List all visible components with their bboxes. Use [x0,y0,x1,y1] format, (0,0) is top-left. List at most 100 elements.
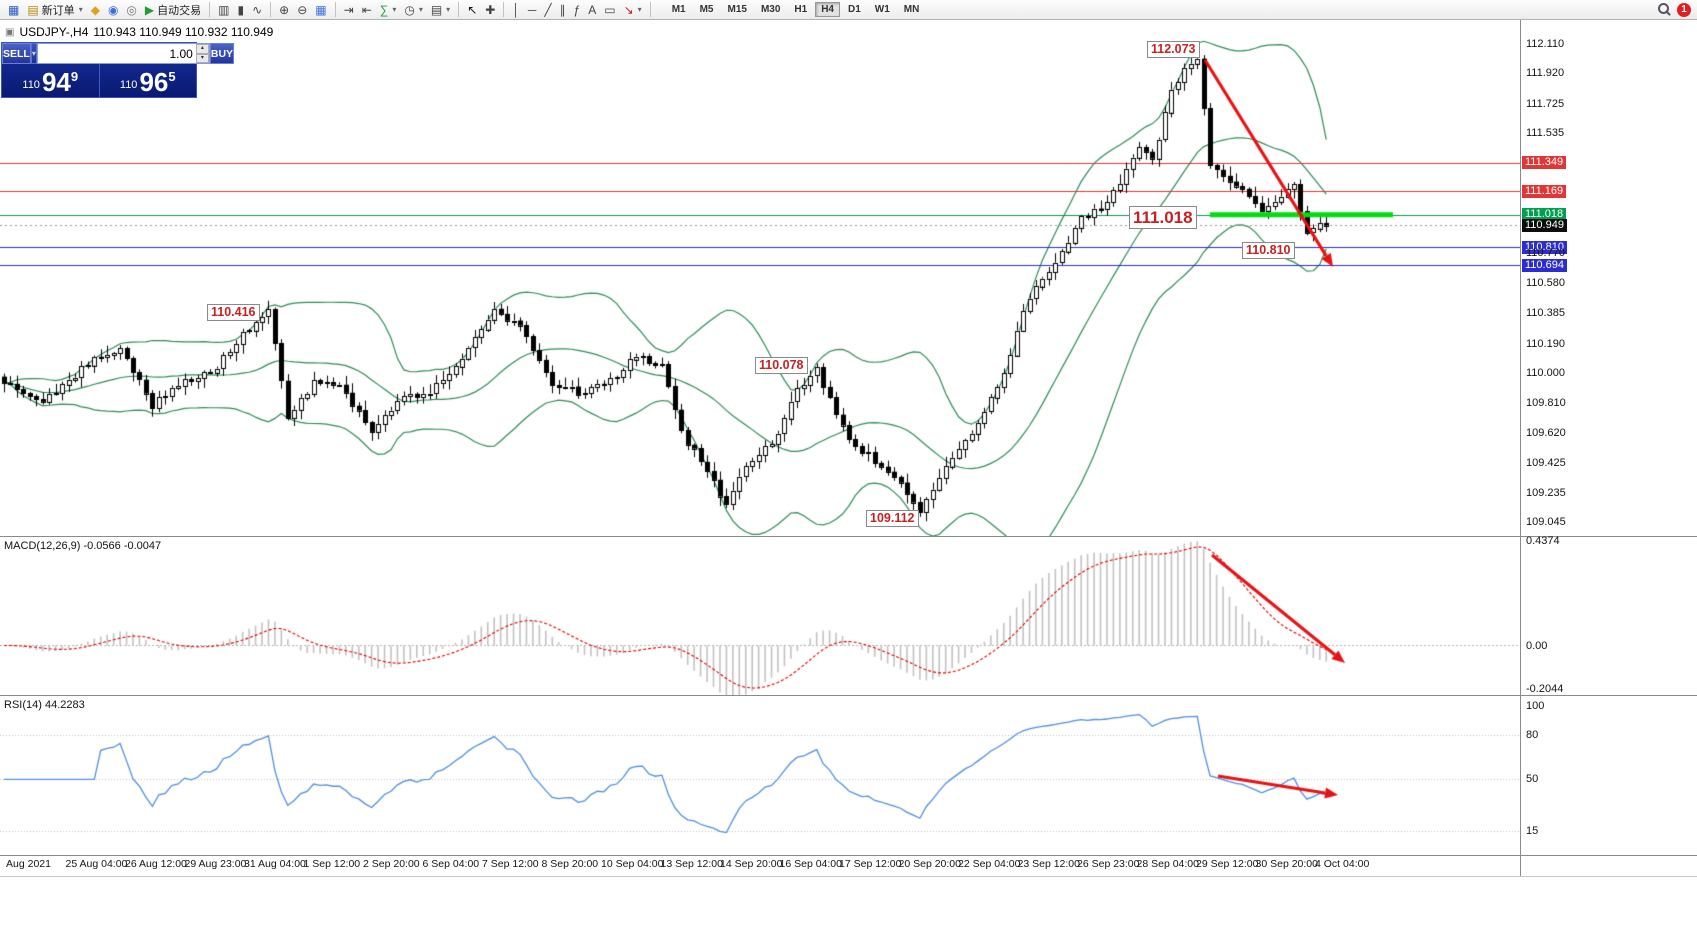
buy-price[interactable]: 110 96 5 [100,64,197,97]
toolbar-right-group: 1 [1658,2,1693,17]
rsi-panel-canvas[interactable] [0,696,1520,855]
text-icon[interactable]: A [584,1,600,18]
volume-field-wrap: ▴ ▾ [36,43,210,64]
chart-shift-icon[interactable]: ⇤ [358,1,376,18]
toolbar-separator [209,2,211,17]
zoom-out-icon: ⊖ [297,2,308,17]
price-scale-label: 110.580 [1526,276,1565,289]
toolbar-separator [334,2,336,17]
timeframe-d1[interactable]: D1 [842,2,867,17]
chart-window-icon: ▣ [5,26,15,38]
volume-input[interactable] [37,44,196,63]
rsi-scale-label: 80 [1526,729,1539,742]
auto-trading-button: ▶ [144,2,155,17]
horizontal-line-icon[interactable]: ─ [524,1,541,18]
text-label-icon[interactable]: ▭ [600,1,619,18]
timeframe-m1[interactable]: M1 [666,2,692,17]
panel-separator[interactable] [0,536,1697,537]
time-axis-label: 2 Sep 20:00 [363,858,420,870]
timeframe-h1[interactable]: H1 [788,2,813,17]
price-callout[interactable]: 112.073 [1147,41,1200,58]
arrows-tool-icon: ↘ [623,2,634,17]
crosshair-icon[interactable]: ✚ [481,1,499,18]
time-axis-label: 22 Sep 04:00 [958,858,1021,870]
time-axis-label: Aug 2021 [6,858,51,870]
time-axis-label: 16 Sep 04:00 [779,858,842,870]
fibonacci-icon: ƒ [573,2,581,17]
time-axis-label: 31 Aug 04:00 [244,858,306,870]
indicators-icon[interactable]: ∑ ▾ [376,1,401,18]
time-axis-label: 1 Sep 12:00 [303,858,361,870]
profiles-icon[interactable]: ◉ [104,1,122,18]
price-callout[interactable]: 110.810 [1242,242,1295,259]
macd-panel-canvas[interactable] [0,537,1520,695]
app-icon[interactable]: ▦ [4,1,23,18]
sounds-icon[interactable]: ◎ [122,1,140,18]
periods-icon[interactable]: ◷ ▾ [400,1,427,18]
main-chart-canvas[interactable] [0,20,1520,536]
buy-price-big: 96 [139,67,169,97]
sell-button[interactable]: SELL [2,43,31,64]
time-axis-label: 28 Sep 04:00 [1136,858,1199,870]
price-callout[interactable]: 110.078 [755,357,808,374]
sell-price-pip: 9 [70,69,79,84]
search-icon[interactable] [1658,3,1671,16]
timeframe-m15[interactable]: M15 [722,2,753,17]
zoom-out-icon[interactable]: ⊖ [293,1,311,18]
vertical-line-icon[interactable]: │ [508,1,524,18]
new-order-button[interactable]: ▤ 新订单 ▾ [23,1,86,18]
macd-indicator-label: MACD(12,26,9) -0.0566 -0.0047 [4,540,162,552]
volume-up-button[interactable]: ▴ [195,44,209,54]
price-scale-badge-blue: 110.810 [1522,240,1567,254]
time-axis-label: 26 Aug 12:00 [125,858,187,870]
cursor-icon[interactable]: ↖ [463,1,481,18]
price-callout[interactable]: 110.416 [207,304,260,321]
volume-down-button[interactable]: ▾ [195,53,209,63]
bar-chart-mode-icon: ▥ [218,2,230,17]
volume-spinner: ▴ ▾ [195,44,209,63]
macd-scale-label: 0.4374 [1526,535,1560,548]
templates-icon[interactable]: ▤ ▾ [427,1,454,18]
auto-scroll-icon[interactable]: ⇥ [340,1,358,18]
buy-button[interactable]: BUY [209,43,235,64]
price-scale-border [1520,20,1521,876]
chart-symbol-header: ▣ USDJPY-,H4 110.943 110.949 110.932 110… [5,25,273,39]
timeframe-m30[interactable]: M30 [755,2,786,17]
trendline-icon: ╱ [544,2,552,17]
trendline-icon[interactable]: ╱ [540,1,555,18]
panel-separator[interactable] [0,695,1697,696]
timeframe-w1[interactable]: W1 [869,2,896,17]
symbol-timeframe-label: USDJPY-,H4 [19,25,89,39]
price-scale-badge-blue: 110.694 [1522,258,1567,272]
channel-icon[interactable]: ∥ [556,1,570,18]
candlestick-mode-icon[interactable]: ▮ [233,1,248,18]
sell-price-big: 94 [41,67,71,97]
price-callout[interactable]: 111.018 [1129,206,1197,229]
timeframe-h4[interactable]: H4 [815,2,840,17]
timeframe-mn[interactable]: MN [898,2,926,17]
bar-chart-mode-icon[interactable]: ▥ [214,1,233,18]
time-axis-label: 30 Sep 20:00 [1255,858,1318,870]
auto-trading-button-label: 自动交易 [157,4,202,17]
notification-badge[interactable]: 1 [1677,2,1691,17]
line-chart-mode-icon[interactable]: ∿ [248,1,266,18]
chevron-down-icon: ▾ [78,5,83,14]
sell-price[interactable]: 110 94 9 [2,64,99,97]
price-scale-label: 109.810 [1526,396,1566,409]
text-icon: A [588,2,597,17]
timeframe-m5[interactable]: M5 [694,2,720,17]
volume-dropdown[interactable]: ▾ [30,43,37,64]
time-axis-label: 29 Aug 23:00 [184,858,247,870]
time-axis-label: 13 Sep 12:00 [660,858,723,870]
tile-windows-icon[interactable]: ▦ [311,1,330,18]
price-callout[interactable]: 109.112 [866,510,919,527]
time-axis-label: 6 Sep 04:00 [422,858,480,870]
zoom-in-icon[interactable]: ⊕ [275,1,293,18]
fibonacci-icon[interactable]: ƒ [570,1,585,18]
market-icon[interactable]: ◆ [87,1,104,18]
auto-trading-button[interactable]: ▶ 自动交易 [141,1,205,18]
text-label-icon: ▭ [604,2,616,17]
arrows-tool-icon[interactable]: ↘ ▾ [620,1,646,18]
line-chart-mode-icon: ∿ [252,2,263,17]
price-scale-label: 110.770 [1526,246,1565,259]
